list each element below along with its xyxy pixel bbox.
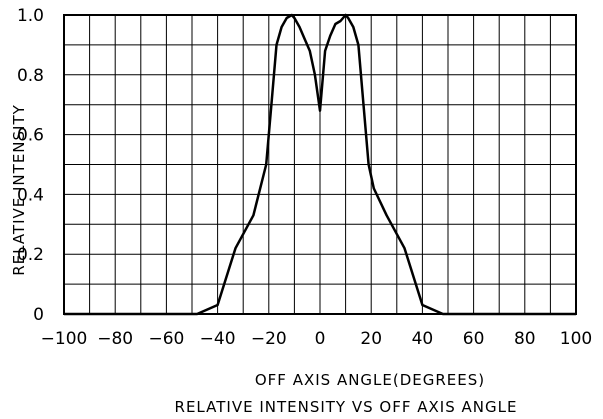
x-tick-label: 100 (560, 329, 592, 349)
x-tick-label: 60 (463, 329, 485, 349)
grid (63, 14, 577, 315)
x-tick-label: −80 (97, 329, 133, 349)
y-tick-label: 0 (33, 305, 44, 325)
x-tick-labels: −100 −80 −60 −40 −20 0 20 40 60 80 100 (41, 329, 593, 349)
x-tick-label: 0 (315, 329, 326, 349)
x-tick-label: 20 (360, 329, 382, 349)
x-tick-label: −40 (200, 329, 236, 349)
y-tick-labels: 0 0.2 0.4 0.6 0.8 1.0 (17, 6, 44, 325)
y-tick-label: 0.8 (17, 66, 44, 86)
plot-frame (63, 14, 577, 315)
y-axis-label: RELATIVE INTENSITY (10, 104, 28, 276)
y-tick-label: 1.0 (17, 6, 44, 26)
y-tick-label: 0.2 (17, 245, 44, 265)
x-tick-label: −60 (148, 329, 184, 349)
x-tick-label: 40 (412, 329, 434, 349)
x-axis-label: OFF AXIS ANGLE(DEGREES) (255, 371, 485, 389)
y-tick-label: 0.6 (17, 126, 44, 146)
x-tick-label: −100 (41, 329, 88, 349)
chart-title: RELATIVE INTENSITY VS OFF AXIS ANGLE (175, 398, 518, 416)
x-tick-label: 80 (514, 329, 536, 349)
x-tick-label: −20 (251, 329, 287, 349)
intensity-curve (64, 13, 576, 316)
y-tick-label: 0.4 (17, 185, 44, 205)
